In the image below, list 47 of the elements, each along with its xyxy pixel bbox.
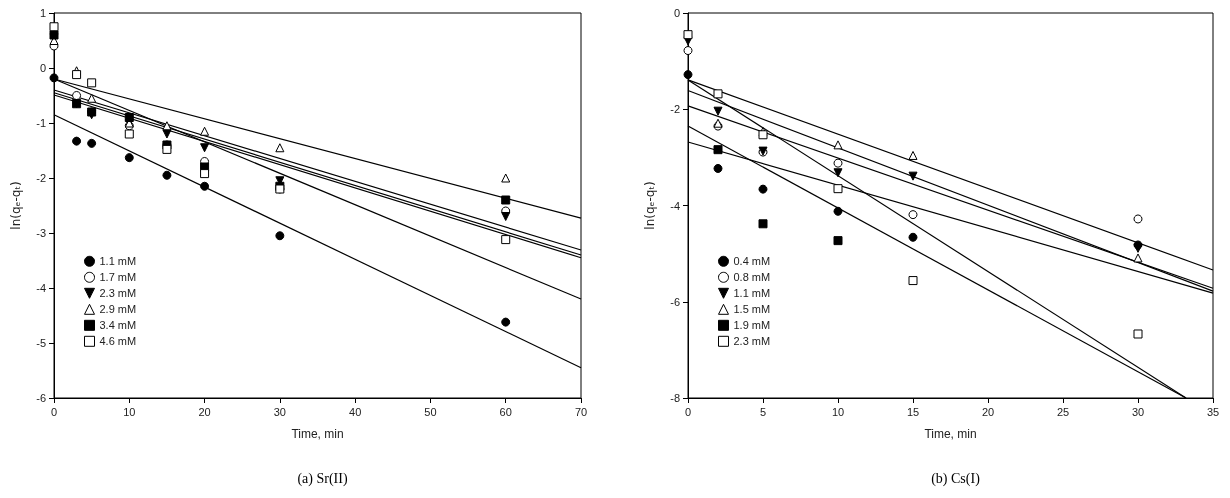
y-tick-label: -2 — [36, 172, 46, 184]
legend-label: 0.4 mM — [733, 255, 771, 268]
y-tick-label: -4 — [36, 282, 46, 294]
legend-label: 2.3 mM — [733, 335, 771, 348]
x-tick-label: 35 — [1206, 405, 1220, 418]
x-tick-label: 30 — [273, 405, 286, 418]
y-tick-label: -6 — [670, 295, 680, 308]
x-tick-label: 10 — [831, 405, 845, 418]
x-tick-label: 40 — [349, 405, 362, 418]
x-tick-label: 0 — [684, 405, 692, 418]
x-tick-label: 25 — [1056, 405, 1070, 418]
x-tick-label: 10 — [123, 405, 136, 418]
y-tick-label: -8 — [670, 392, 680, 404]
y-tick-label: 0 — [39, 62, 46, 74]
x-tick-label: 20 — [981, 405, 995, 418]
legend-label: 1.1 mM — [733, 287, 771, 300]
legend-label: 1.9 mM — [733, 319, 771, 332]
y-tick-label: -4 — [670, 199, 680, 212]
x-tick-label: 0 — [50, 405, 58, 418]
legend-label: 0.8 mM — [733, 271, 771, 284]
y-axis-title: ln(qₑ-qₜ) — [9, 181, 23, 230]
text: (b) Cs(I) — [931, 470, 981, 487]
x-tick-label: 20 — [198, 405, 211, 418]
x-axis-title: Time, min — [924, 427, 977, 441]
legend-label: 3.4 mM — [99, 319, 137, 332]
legend-label: 2.9 mM — [99, 303, 137, 316]
y-tick-label: -3 — [36, 227, 46, 239]
x-axis-title: Time, min — [291, 427, 344, 441]
x-tick-label: 50 — [424, 405, 437, 418]
legend-label: 2.3 mM — [99, 287, 137, 300]
y-tick-label: -1 — [36, 117, 46, 129]
y-tick-label: -5 — [36, 337, 46, 349]
text: (a) Sr(II) — [297, 470, 348, 487]
legend-label: 1.5 mM — [733, 303, 771, 316]
legend-label: 1.7 mM — [99, 271, 137, 284]
y-tick-label: 1 — [39, 7, 46, 19]
legend-label: 4.6 mM — [99, 335, 137, 348]
x-tick-label: 30 — [1131, 405, 1145, 418]
x-tick-label: 15 — [906, 405, 920, 418]
y-axis-title: ln(qₑ-qₜ) — [643, 181, 657, 230]
y-tick-label: -2 — [670, 103, 680, 116]
x-tick-label: 70 — [574, 405, 588, 418]
x-tick-label: 5 — [759, 405, 767, 418]
y-tick-label: -6 — [36, 392, 46, 404]
legend-label: 1.1 mM — [99, 255, 137, 268]
x-tick-label: 60 — [499, 405, 512, 418]
y-tick-label: 0 — [673, 7, 680, 19]
